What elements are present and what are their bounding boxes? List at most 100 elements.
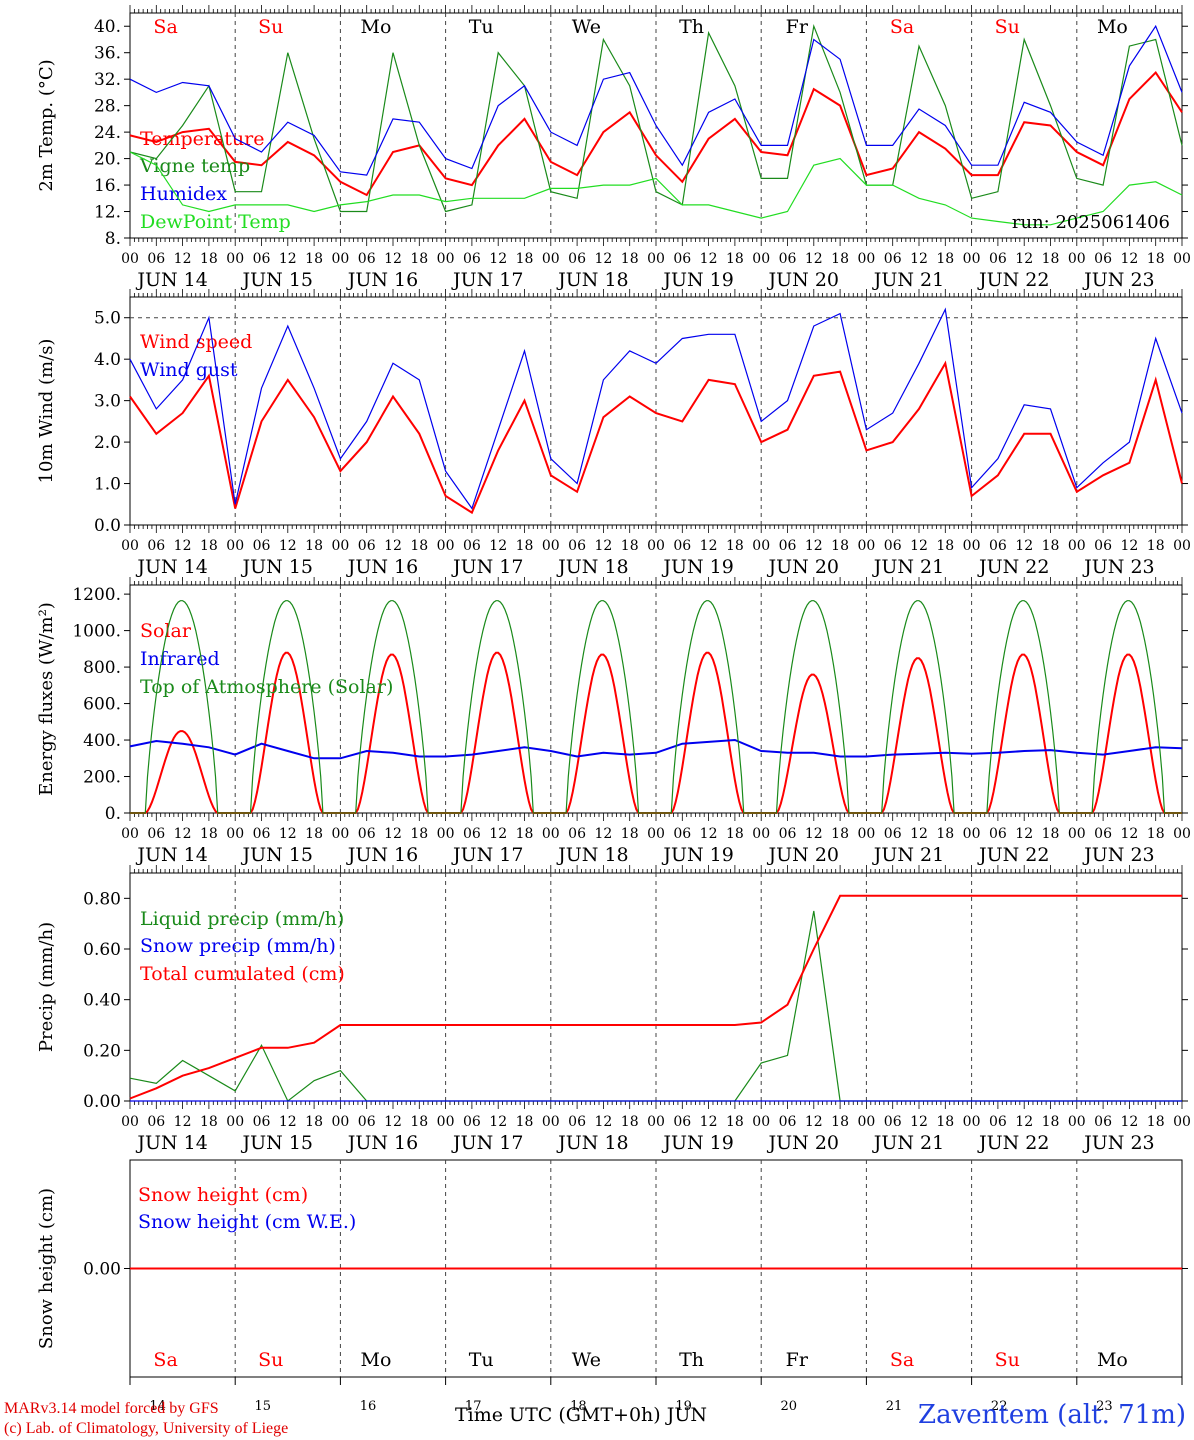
date-label: JUN 14 <box>135 1132 207 1154</box>
hour-tick-label: 12 <box>1120 538 1138 554</box>
hour-tick-label: 00 <box>437 826 455 842</box>
date-label: JUN 20 <box>767 556 839 578</box>
hour-tick-label: 00 <box>226 251 244 267</box>
legend-entry: Snow precip (mm/h) <box>140 935 336 957</box>
hour-tick-label: 18 <box>200 251 218 267</box>
y-axis-label: Snow height (cm) <box>36 1188 57 1349</box>
hour-tick-label: 00 <box>1173 251 1191 267</box>
hour-tick-label: 12 <box>174 826 192 842</box>
hour-tick-label: 00 <box>857 826 875 842</box>
day-of-week-label: Tu <box>469 16 494 38</box>
hour-tick-label: 00 <box>331 251 349 267</box>
hour-tick-label: 18 <box>1042 251 1060 267</box>
hour-tick-label: 06 <box>1094 538 1112 554</box>
hour-tick-label: 06 <box>989 1114 1007 1130</box>
hour-tick-label: 12 <box>594 538 612 554</box>
hour-tick-label: 00 <box>542 251 560 267</box>
hour-tick-label: 12 <box>594 1114 612 1130</box>
date-label: JUN 19 <box>661 1132 733 1154</box>
hour-tick-label: 06 <box>779 1114 797 1130</box>
hour-tick-label: 18 <box>726 251 744 267</box>
legend-entry: Vigne temp <box>139 155 250 177</box>
hour-tick-label: 00 <box>963 826 981 842</box>
day-of-week-label: Th <box>679 16 704 38</box>
hour-tick-label: 06 <box>779 538 797 554</box>
day-of-week-label: Sa <box>153 16 177 38</box>
hour-tick-label: 18 <box>410 826 428 842</box>
legend-entry: DewPoint Temp <box>140 211 291 233</box>
hour-tick-label: 00 <box>752 251 770 267</box>
hour-tick-label: 06 <box>147 251 165 267</box>
y-tick-label: 1.0 <box>94 475 121 495</box>
date-label: JUN 16 <box>346 844 418 866</box>
legend-entry: Wind speed <box>140 331 252 353</box>
date-label: JUN 23 <box>1082 556 1154 578</box>
day-number-label: 21 <box>886 1399 903 1414</box>
hour-tick-label: 00 <box>857 538 875 554</box>
y-tick-label: 2.0 <box>94 433 121 453</box>
day-of-week-label: Sa <box>890 16 914 38</box>
hour-tick-label: 18 <box>305 826 323 842</box>
hour-tick-label: 18 <box>831 826 849 842</box>
hour-tick-label: 00 <box>752 1114 770 1130</box>
hour-tick-label: 18 <box>305 1114 323 1130</box>
hour-tick-label: 12 <box>1015 826 1033 842</box>
hour-tick-label: 12 <box>910 538 928 554</box>
y-tick-label: 0.00 <box>83 1260 121 1280</box>
hour-tick-label: 12 <box>279 826 297 842</box>
hour-tick-label: 06 <box>358 251 376 267</box>
hour-tick-label: 06 <box>779 826 797 842</box>
series-line-infrared <box>129 738 1183 760</box>
y-tick-label: 0. <box>105 804 121 824</box>
hour-tick-label: 06 <box>884 1114 902 1130</box>
date-label: JUN 17 <box>451 556 523 578</box>
hour-tick-label: 12 <box>174 538 192 554</box>
y-tick-label: 0.80 <box>83 889 121 909</box>
hour-tick-label: 12 <box>594 826 612 842</box>
date-label: JUN 15 <box>241 269 313 291</box>
day-of-week-label: Fr <box>786 16 809 38</box>
hour-tick-label: 06 <box>147 1114 165 1130</box>
hour-tick-label: 06 <box>463 1114 481 1130</box>
hour-tick-label: 12 <box>174 1114 192 1130</box>
hour-tick-label: 18 <box>936 1114 954 1130</box>
date-label: JUN 23 <box>1082 1132 1154 1154</box>
legend-entry: Solar <box>140 620 192 642</box>
hour-tick-label: 18 <box>831 251 849 267</box>
hour-tick-label: 18 <box>726 538 744 554</box>
y-axis-label: Precip (mm/h) <box>36 922 57 1052</box>
date-label: JUN 19 <box>661 844 733 866</box>
legend-entry: Wind gust <box>140 359 238 381</box>
day-of-week-label: Sa <box>153 1349 177 1371</box>
hour-tick-label: 00 <box>542 826 560 842</box>
hour-tick-label: 18 <box>516 1114 534 1130</box>
hour-tick-label: 12 <box>1015 538 1033 554</box>
hour-tick-label: 00 <box>752 538 770 554</box>
legend-entry: Snow height (cm W.E.) <box>138 1211 356 1233</box>
series-line-humidex <box>129 24 1183 176</box>
hour-tick-label: 06 <box>463 538 481 554</box>
y-tick-label: 0.40 <box>83 991 121 1011</box>
hour-tick-label: 12 <box>384 251 402 267</box>
hour-tick-label: 12 <box>489 1114 507 1130</box>
hour-tick-label: 00 <box>647 538 665 554</box>
hour-tick-label: 00 <box>331 1114 349 1130</box>
hour-tick-label: 00 <box>226 538 244 554</box>
y-tick-label: 28. <box>94 97 121 117</box>
hour-tick-label: 06 <box>253 1114 271 1130</box>
day-of-week-label: Su <box>995 1349 1020 1371</box>
date-label: JUN 20 <box>767 269 839 291</box>
day-of-week-label: Mo <box>1097 1349 1128 1371</box>
hour-tick-label: 18 <box>200 826 218 842</box>
station-name: Zaventem (alt. 71m) <box>918 1400 1186 1430</box>
hour-tick-label: 18 <box>516 538 534 554</box>
y-tick-label: 8. <box>105 229 121 249</box>
hour-tick-label: 18 <box>1042 826 1060 842</box>
hour-tick-label: 18 <box>516 251 534 267</box>
date-label: JUN 23 <box>1082 844 1154 866</box>
hour-tick-label: 00 <box>1068 538 1086 554</box>
date-label: JUN 15 <box>241 1132 313 1154</box>
hour-tick-label: 18 <box>1147 1114 1165 1130</box>
hour-tick-label: 18 <box>936 826 954 842</box>
hour-tick-label: 18 <box>936 251 954 267</box>
